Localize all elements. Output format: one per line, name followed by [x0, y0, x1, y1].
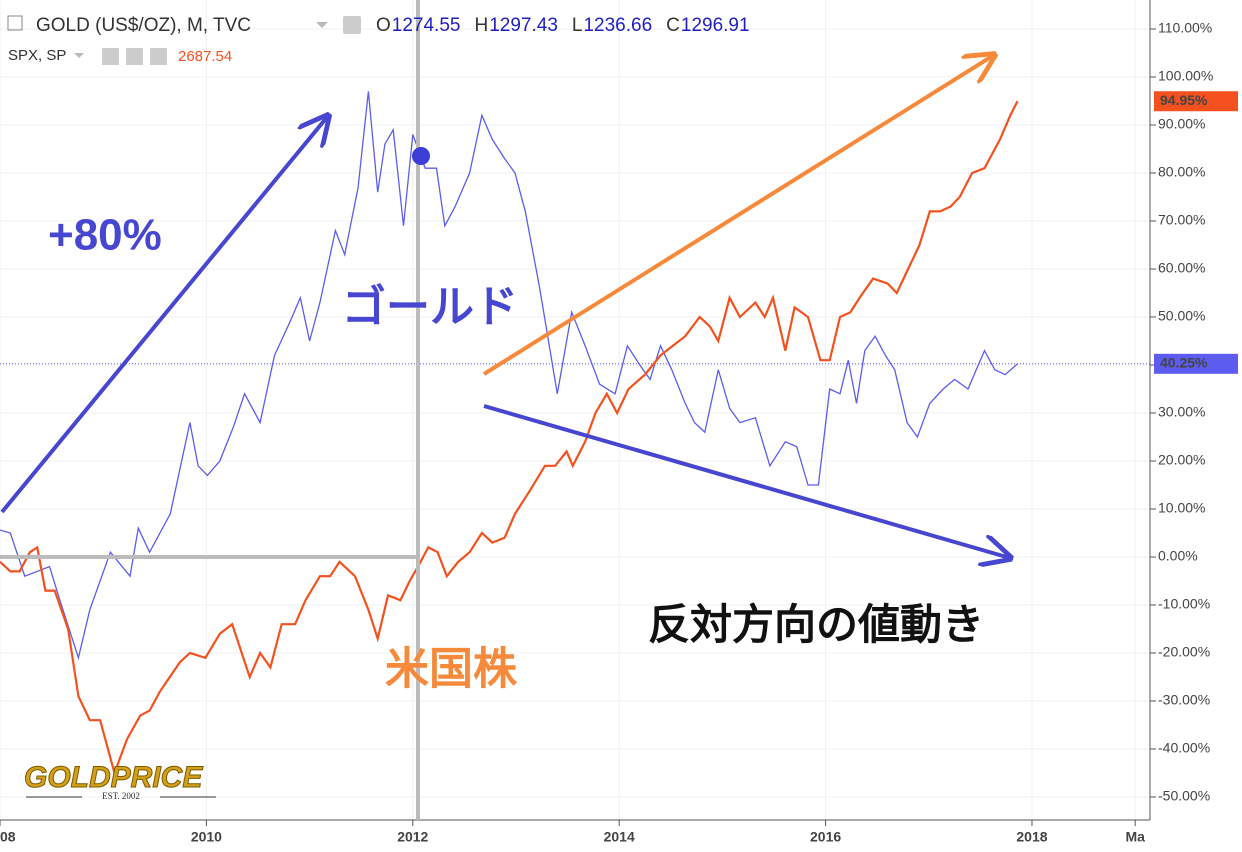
- x-tick-label: 2010: [191, 829, 222, 845]
- x-tick-label: 2014: [604, 829, 635, 845]
- last-value-box: [1154, 91, 1238, 112]
- collapse-icon[interactable]: [7, 15, 23, 31]
- x-tick-label: 2018: [1016, 829, 1047, 845]
- logo-tagline: EST. 2002: [102, 791, 140, 801]
- x-tick-label: Ma: [1125, 829, 1145, 845]
- eye-icon[interactable]: [102, 48, 119, 65]
- symbol: GOLD (US$/OZ), M, TVC: [36, 15, 251, 36]
- series-line: [0, 91, 1018, 661]
- last-value-box: [1154, 353, 1238, 374]
- y-tick-label: 90.00%: [1158, 116, 1205, 132]
- ohlc: O 1274.55 H 1297.43 L 1236.66 C 1296.91: [376, 15, 750, 36]
- arrow: [0, 116, 328, 514]
- annotation: +80%: [48, 211, 162, 260]
- ohlc-value: 1236.66: [583, 15, 652, 36]
- y-tick-label: 100.00%: [1158, 68, 1213, 84]
- arrow: [483, 404, 1010, 558]
- y-tick-label: 110.00%: [1158, 20, 1212, 36]
- ohlc-letter: H: [474, 15, 488, 36]
- y-tick-label: 20.00%: [1158, 452, 1205, 468]
- y-tick-label: 10.00%: [1158, 500, 1205, 516]
- ohlc-value: 1296.91: [681, 15, 750, 36]
- eye-icon[interactable]: [343, 16, 361, 34]
- x-tick-label: 2008: [0, 829, 16, 845]
- y-tick-label: 50.00%: [1158, 308, 1205, 324]
- logo: GOLDPRICE: [24, 761, 203, 794]
- y-tick-label: 70.00%: [1158, 212, 1205, 228]
- arrow: [482, 55, 994, 376]
- annotation: 米国株: [385, 645, 518, 694]
- annotation: 反対方向の値動き: [648, 601, 984, 648]
- y-tick-label: -30.00%: [1158, 692, 1210, 708]
- series-line: [0, 100, 1019, 777]
- x-tick-label: 2016: [810, 829, 841, 845]
- y-tick-label: -20.00%: [1158, 644, 1210, 660]
- plot: [0, 91, 1150, 777]
- y-tick-label: -40.00%: [1158, 740, 1210, 756]
- close-icon[interactable]: [150, 48, 167, 65]
- x-tick-label: 2012: [397, 829, 428, 845]
- dropdown[interactable]: [74, 53, 84, 58]
- ohlc-value: 1297.43: [489, 15, 558, 36]
- settings-icon[interactable]: [126, 48, 143, 65]
- compare-value: 2687.54: [178, 48, 232, 65]
- y-tick-label: 60.00%: [1158, 260, 1205, 276]
- compare-symbol: SPX, SP: [8, 47, 66, 64]
- ohlc-letter: C: [666, 15, 680, 36]
- y-tick-label: -50.00%: [1158, 788, 1210, 804]
- y-tick-label: 80.00%: [1158, 164, 1205, 180]
- y-tick-label: -10.00%: [1158, 596, 1210, 612]
- y-tick-label: 0.00%: [1158, 548, 1198, 564]
- y-tick-label: 30.00%: [1158, 404, 1205, 420]
- annotation: ゴールド: [342, 282, 518, 332]
- last-value-label: 94.95%: [1160, 92, 1208, 108]
- ohlc-value: 1274.55: [392, 15, 461, 36]
- last-value-label: 40.25%: [1160, 355, 1208, 371]
- ohlc-letter: L: [572, 15, 583, 36]
- ohlc-letter: O: [376, 15, 391, 36]
- crosshair-dot: [412, 147, 430, 165]
- dropdown[interactable]: [316, 22, 328, 28]
